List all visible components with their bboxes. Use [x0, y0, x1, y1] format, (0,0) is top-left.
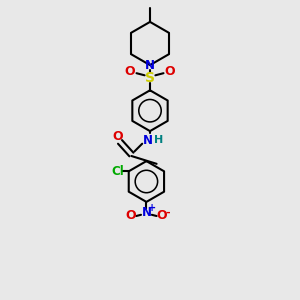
- Text: O: O: [112, 130, 123, 143]
- Text: -: -: [166, 208, 170, 218]
- Text: N: N: [142, 134, 153, 147]
- Text: Cl: Cl: [111, 165, 124, 178]
- Text: S: S: [145, 71, 155, 85]
- Text: O: O: [125, 209, 136, 223]
- Text: O: O: [165, 65, 176, 78]
- Text: N: N: [141, 206, 152, 219]
- Text: N: N: [145, 58, 155, 72]
- Text: H: H: [154, 135, 164, 145]
- Text: +: +: [148, 203, 156, 213]
- Text: O: O: [157, 209, 167, 223]
- Text: O: O: [124, 65, 135, 78]
